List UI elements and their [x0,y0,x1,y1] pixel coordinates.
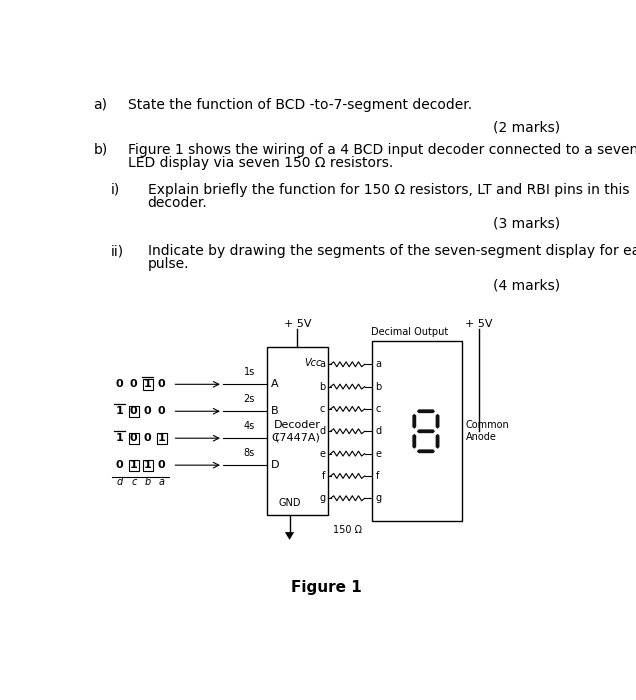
Text: ii): ii) [111,244,123,258]
Bar [128,406,139,416]
Text: (4 marks): (4 marks) [493,278,560,292]
Text: Decimal Output: Decimal Output [371,328,448,337]
Text: + 5V: + 5V [465,319,492,329]
Text: 0: 0 [130,406,137,416]
Polygon shape [417,410,435,413]
Text: 8s: 8s [244,448,255,458]
Text: Figure 1: Figure 1 [291,580,361,594]
Text: a: a [319,359,325,370]
Text: i): i) [111,183,120,197]
Text: 1: 1 [116,406,123,416]
Text: 2s: 2s [244,394,255,405]
Text: (2 marks): (2 marks) [493,121,560,135]
Text: 0: 0 [144,433,151,443]
Text: + 5V: + 5V [284,319,311,329]
Bar [373,341,462,522]
Text: C: C [271,433,279,443]
Text: c: c [320,404,325,414]
Text: 1: 1 [144,460,151,470]
Text: g: g [375,494,382,503]
Text: 4s: 4s [244,421,255,431]
Text: 0: 0 [158,379,165,389]
Bar [142,460,153,470]
Text: Common
Anode: Common Anode [466,421,509,442]
Text: B: B [271,406,279,416]
Text: b: b [144,477,151,487]
Polygon shape [417,449,435,453]
Text: d: d [319,426,325,436]
Text: d: d [375,426,382,436]
Text: b: b [375,382,382,391]
Text: (3 marks): (3 marks) [493,216,560,230]
Text: Indicate by drawing the segments of the seven-segment display for each input: Indicate by drawing the segments of the … [148,244,636,258]
Text: g: g [319,494,325,503]
Bar [128,460,139,470]
Text: 0: 0 [158,460,165,470]
Polygon shape [436,434,439,449]
Text: e: e [319,449,325,458]
Text: GND: GND [279,498,301,508]
Bar [128,433,139,444]
Text: 0: 0 [116,379,123,389]
Text: b: b [319,382,325,391]
Text: c: c [375,404,381,414]
Text: a): a) [93,98,107,112]
Text: f: f [322,471,325,481]
Text: a: a [158,477,165,487]
Text: (7447A): (7447A) [275,433,320,442]
Text: 0: 0 [130,433,137,443]
Bar [156,433,167,444]
Text: LED display via seven 150 Ω resistors.: LED display via seven 150 Ω resistors. [128,155,393,169]
Text: e: e [375,449,382,458]
Polygon shape [417,429,435,433]
Text: c: c [131,477,137,487]
Polygon shape [412,414,416,428]
Text: 0: 0 [116,460,123,470]
Text: Vcc: Vcc [304,358,321,368]
Text: 0: 0 [158,406,165,416]
Text: 1: 1 [158,433,165,443]
Text: 150 Ω: 150 Ω [333,525,362,536]
Text: f: f [375,471,379,481]
Bar [142,379,153,390]
Text: pulse.: pulse. [148,258,189,271]
Polygon shape [285,532,294,540]
Text: A: A [271,379,279,389]
Text: Explain briefly the function for 150 Ω resistors, LT and RBI pins in this: Explain briefly the function for 150 Ω r… [148,183,629,197]
Text: 1: 1 [130,460,137,470]
Text: Decoder: Decoder [274,420,321,430]
Text: decoder.: decoder. [148,195,207,210]
Text: a: a [375,359,382,370]
Text: d: d [116,477,123,487]
Bar [267,347,328,515]
Polygon shape [436,414,439,428]
Text: 0: 0 [144,406,151,416]
Text: Figure 1 shows the wiring of a 4 BCD input decoder connected to a seven-segment: Figure 1 shows the wiring of a 4 BCD inp… [128,143,636,157]
Polygon shape [412,434,416,449]
Text: State the function of BCD -to-7-segment decoder.: State the function of BCD -to-7-segment … [128,98,472,112]
Text: 1s: 1s [244,368,255,377]
Text: 0: 0 [130,379,137,389]
Text: D: D [271,460,279,470]
Text: 1: 1 [116,433,123,443]
Text: b): b) [93,143,107,157]
Text: 1: 1 [144,379,151,389]
